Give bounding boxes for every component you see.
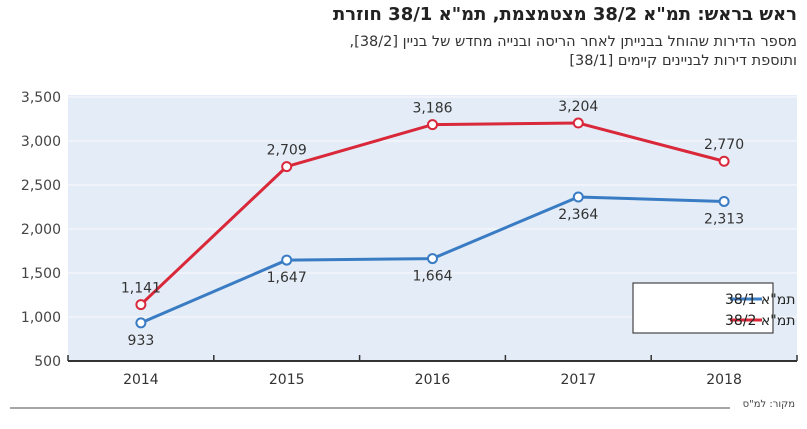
y-axis-ticks: 3,500 3,000 2,500 2,000 1,500 1,000 500 xyxy=(21,90,61,370)
legend-box xyxy=(632,282,774,334)
source-note: מקור: למ"ס xyxy=(742,399,795,410)
legend: תמ"א 38/1 תמ"א 38/2 xyxy=(632,282,795,334)
legend-label-382: תמ"א 38/2 xyxy=(725,313,795,329)
data-point-s382 xyxy=(572,117,584,129)
data-label-s381: 1,647 xyxy=(267,270,307,286)
data-label-s381: 933 xyxy=(128,333,155,349)
x-tick-label: 2014 xyxy=(123,372,159,388)
legend-label-381: תמ"א 38/1 xyxy=(725,292,795,308)
data-point-s381 xyxy=(572,191,584,203)
data-label-s381: 1,664 xyxy=(412,269,452,285)
x-tick-label: 2015 xyxy=(269,372,305,388)
subtitle-line-1: מספר הדירות שהוחל בבנייתן לאחר הריסה ובנ… xyxy=(349,34,797,50)
data-point-s381 xyxy=(718,195,730,207)
subtitle-line-2: ותוספת דירות לבניינים קיימים [38/1] xyxy=(569,53,797,69)
data-label-s382: 2,770 xyxy=(704,137,744,153)
y-tick-label: 1,500 xyxy=(21,266,61,282)
data-label-s382: 2,709 xyxy=(267,143,307,159)
x-tick-label: 2016 xyxy=(415,372,451,388)
data-point-s381 xyxy=(135,317,147,329)
x-tick-label: 2017 xyxy=(560,372,596,388)
data-label-s382: 3,186 xyxy=(412,101,452,117)
data-label-s382: 1,141 xyxy=(121,281,161,297)
data-point-s381 xyxy=(281,254,293,266)
data-point-s382 xyxy=(281,161,293,173)
data-point-s381 xyxy=(427,253,438,265)
data-point-s382 xyxy=(718,155,730,167)
data-point-s382 xyxy=(135,299,147,311)
data-label-s381: 2,364 xyxy=(558,207,598,223)
chart-subtitle: מספר הדירות שהוחל בבנייתן לאחר הריסה ובנ… xyxy=(350,33,797,71)
y-tick-label: 1,000 xyxy=(21,310,61,326)
y-tick-label: 3,000 xyxy=(21,134,61,150)
x-tick-label: 2018 xyxy=(706,372,742,388)
chart-title: ראש בראש: תמ"א 38/2 מצטמצמת, תמ"א 38/1 ח… xyxy=(333,4,797,25)
data-point-s382 xyxy=(427,119,438,131)
y-tick-label: 2,000 xyxy=(21,222,61,238)
data-labels: 933 1,647 1,664 2,364 2,313 1,141 2,709 3,186 3,… xyxy=(121,99,744,349)
data-label-s382: 3,204 xyxy=(558,99,598,115)
x-axis: 2014 2015 2016 2017 2018 xyxy=(67,355,798,388)
y-tick-label: 2,500 xyxy=(21,178,61,194)
data-label-s381: 2,313 xyxy=(704,211,744,227)
y-tick-label: 3,500 xyxy=(21,90,61,106)
series-lines xyxy=(135,117,730,329)
y-tick-label: 500 xyxy=(34,354,61,370)
